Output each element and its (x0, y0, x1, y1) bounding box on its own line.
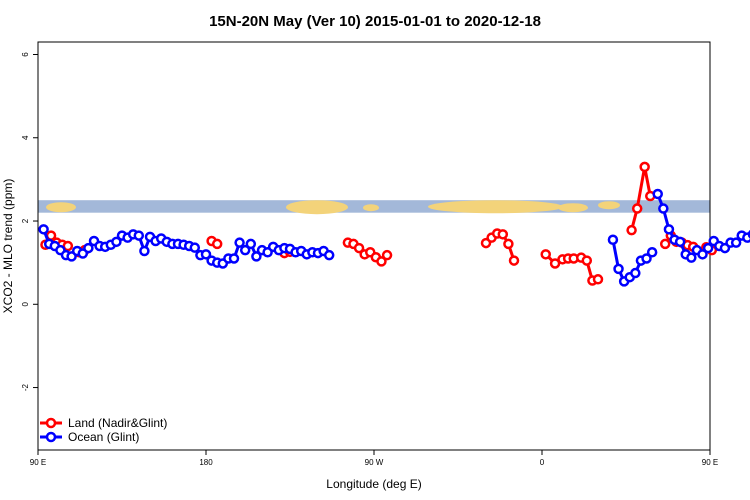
y-axis: -2 0 2 4 6 (21, 52, 38, 391)
map-strip-land (558, 203, 588, 213)
legend-land-swatch-marker (45, 417, 57, 429)
data-point (652, 188, 663, 200)
data-point (686, 252, 697, 263)
data-point (639, 161, 650, 173)
x-tick-label: 180 (199, 458, 213, 467)
y-tick-label: 2 (21, 218, 30, 223)
data-point (234, 237, 245, 248)
data-point (503, 238, 514, 250)
data-point (581, 255, 593, 266)
data-point (626, 224, 637, 236)
map-strip (38, 200, 710, 215)
map-strip-land (428, 200, 563, 214)
data-point (658, 203, 669, 214)
plot-frame (37, 41, 711, 451)
data-point (111, 236, 122, 248)
map-strip-land (363, 204, 379, 212)
legend: Land (Nadir&Glint) Ocean (Glint) (40, 416, 167, 444)
data-point (641, 253, 652, 264)
data-point (630, 267, 641, 279)
data-point (376, 256, 387, 267)
data-point (200, 249, 212, 260)
chart-title: 15N-20N May (Ver 10) 2015-01-01 to 2020-… (209, 13, 541, 30)
x-tick-label: 90 E (702, 458, 718, 467)
data-point (730, 237, 742, 248)
data-point (607, 234, 619, 246)
data-point (613, 263, 624, 275)
data-point (381, 249, 393, 261)
series-line (630, 166, 652, 231)
series-layer (38, 161, 750, 287)
legend-land-label: Land (Nadir&Glint) (68, 416, 167, 430)
data-point (211, 238, 223, 250)
data-point (62, 240, 74, 252)
data-point (239, 244, 251, 256)
y-tick-label: 0 (21, 302, 30, 307)
data-point (497, 229, 509, 240)
x-tick-label: 0 (540, 458, 545, 467)
map-strip-land (286, 200, 348, 215)
data-point (549, 258, 561, 269)
data-point (83, 242, 94, 254)
x-axis-title: Longitude (deg E) (326, 477, 421, 491)
data-point (251, 251, 262, 262)
data-point (245, 238, 257, 250)
map-strip-land (46, 202, 76, 213)
data-point (702, 242, 714, 254)
data-point (659, 238, 671, 250)
y-tick-label: -2 (21, 383, 30, 391)
data-point (508, 255, 520, 266)
data-point (323, 249, 335, 261)
legend-ocean-label: Ocean (Glint) (68, 430, 139, 444)
data-point (189, 242, 201, 253)
x-tick-label: 90 E (30, 458, 46, 467)
data-point (353, 242, 365, 254)
legend-ocean-swatch-marker (45, 431, 57, 443)
data-point (540, 249, 551, 260)
x-axis: 90 E 180 90 W 0 90 E (30, 450, 718, 467)
series-ocean (38, 188, 750, 287)
y-axis-title: XCO2 - MLO trend (ppm) (1, 179, 15, 314)
y-tick-label: 6 (21, 52, 30, 57)
data-point (631, 203, 643, 214)
data-point (38, 224, 49, 235)
y-tick-label: 4 (21, 135, 30, 140)
data-point (674, 236, 686, 248)
data-point (663, 224, 675, 235)
data-point (139, 245, 150, 257)
data-point (592, 274, 604, 285)
x-tick-label: 90 W (365, 458, 384, 467)
data-point (646, 246, 658, 258)
data-point (228, 253, 240, 264)
map-strip-land (598, 201, 620, 210)
data-point (697, 249, 708, 260)
data-point (133, 230, 145, 241)
